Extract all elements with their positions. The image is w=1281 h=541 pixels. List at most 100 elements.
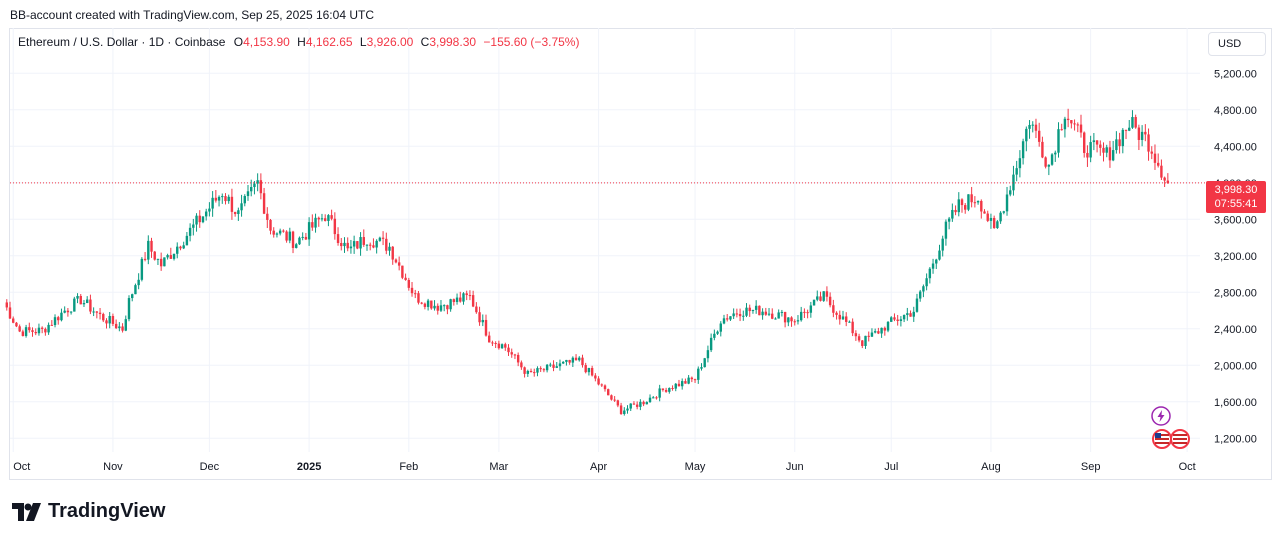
candle-body — [37, 327, 41, 334]
candle-body — [1005, 194, 1009, 212]
candle-body — [5, 302, 8, 308]
candle-body — [140, 258, 144, 280]
candle-body — [63, 310, 66, 313]
y-tick-label: 5,200.00 — [1214, 68, 1257, 80]
candle-body — [1147, 134, 1150, 152]
candle-body — [623, 410, 626, 414]
candle-body — [668, 387, 671, 392]
candle-body — [259, 180, 263, 194]
us-flag-icon[interactable] — [1148, 428, 1192, 450]
candle-body — [671, 387, 674, 389]
candle-body — [481, 319, 484, 323]
candle-body — [989, 217, 993, 221]
candle-body — [513, 354, 517, 356]
candle-body — [780, 311, 784, 313]
candle-body — [851, 321, 854, 334]
candle-body — [561, 361, 565, 364]
candle-body — [861, 340, 864, 346]
candle-body — [92, 311, 95, 313]
x-tick-label: May — [685, 461, 706, 473]
candle-body — [803, 311, 806, 313]
candle-body — [272, 230, 275, 235]
candle-body — [224, 196, 227, 202]
candle-body — [1108, 147, 1112, 161]
candle-body — [639, 401, 642, 407]
candle-body — [610, 395, 613, 400]
brand-name: TradingView — [48, 500, 166, 522]
candle-body — [388, 246, 391, 251]
candle-body — [1105, 147, 1108, 153]
low-value: 3,926.00 — [366, 35, 414, 49]
candle-body — [951, 209, 954, 219]
candle-body — [365, 244, 369, 246]
candle-body — [455, 297, 459, 303]
candle-body — [954, 209, 957, 213]
candle-body — [732, 313, 735, 317]
candle-body — [960, 199, 964, 206]
candle-body — [664, 389, 668, 392]
candle-body — [1140, 131, 1144, 140]
candle-body — [47, 324, 50, 333]
candle-body — [587, 367, 591, 373]
candle-body — [713, 333, 716, 338]
candle-body — [121, 326, 124, 331]
candle-body — [378, 237, 382, 241]
candle-body — [629, 403, 632, 409]
candle-body — [298, 237, 301, 245]
candle-body — [243, 196, 246, 204]
candle-body — [680, 381, 684, 387]
candle-body — [864, 335, 867, 346]
candle-body — [176, 246, 179, 254]
candle-body — [616, 400, 620, 406]
candle-body — [124, 319, 127, 331]
candle-body — [336, 234, 340, 243]
candle-body — [719, 323, 722, 332]
candle-body — [256, 180, 259, 184]
lightning-icon[interactable] — [1150, 405, 1172, 427]
candle-body — [992, 217, 996, 229]
candle-body — [426, 300, 430, 307]
candle-body — [764, 311, 768, 315]
candle-body — [31, 330, 34, 332]
candle-body — [465, 293, 468, 296]
y-tick-label: 2,800.00 — [1214, 287, 1257, 299]
candle-body — [153, 251, 156, 260]
candle-body — [777, 312, 780, 319]
candle-body — [172, 253, 176, 259]
candle-body — [597, 378, 600, 385]
candle-body — [890, 317, 893, 322]
candle-body — [520, 362, 523, 368]
candle-body — [523, 367, 526, 374]
candle-body — [938, 250, 941, 260]
candle-body — [417, 293, 420, 303]
candle-body — [404, 277, 407, 280]
candle-body — [57, 317, 60, 321]
candle-body — [925, 278, 928, 287]
candle-body — [401, 265, 404, 278]
candle-body — [549, 364, 552, 366]
candle-body — [1079, 124, 1083, 133]
symbol-name: Ethereum / U.S. Dollar · 1D · Coinbase — [18, 35, 226, 49]
candle-body — [188, 227, 192, 236]
candle-body — [1160, 165, 1163, 178]
candle-body — [317, 217, 320, 220]
candle-body — [812, 299, 816, 306]
chart-caption: BB-account created with TradingView.com,… — [10, 8, 374, 22]
candle-body — [446, 305, 449, 310]
candle-body — [902, 315, 906, 320]
candle-body — [195, 215, 198, 225]
candle-body — [816, 296, 819, 300]
candle-body — [738, 314, 742, 317]
candle-body — [494, 343, 497, 345]
currency-button[interactable]: USD — [1208, 32, 1266, 56]
candle-body — [1066, 118, 1070, 121]
candle-body — [806, 312, 809, 314]
open-label: O — [233, 35, 244, 49]
change-value: −155.60 (−3.75%) — [483, 35, 580, 49]
candle-body — [880, 327, 883, 334]
candle-body — [24, 327, 28, 336]
candle-body — [488, 335, 491, 343]
y-axis-labels: 1,200.00 1,600.00 2,000.00 2,400.00 2,800.00… — [1214, 68, 1257, 445]
candle-body — [359, 237, 362, 249]
